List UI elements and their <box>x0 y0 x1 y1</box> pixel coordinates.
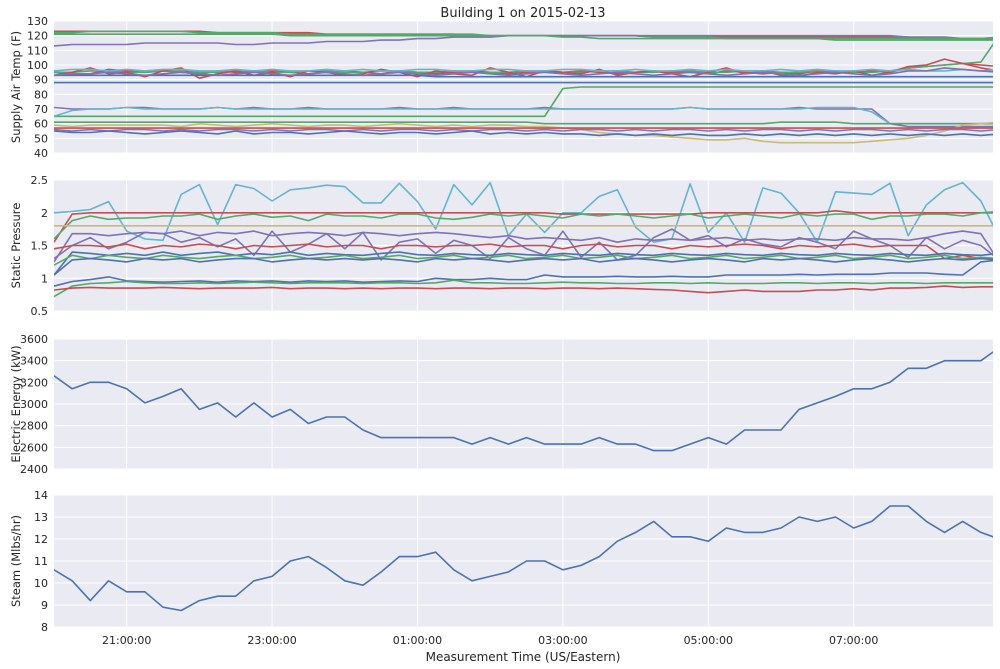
y-tick-label: 90 <box>34 74 48 87</box>
y-tick-label: 110 <box>27 44 48 57</box>
series-line-16 <box>54 121 993 144</box>
y-tick-label: 0.5 <box>31 305 49 318</box>
x-tick-label: 21:00:00 <box>102 634 151 647</box>
series-line-8 <box>54 251 993 276</box>
series-line-10 <box>54 67 993 77</box>
y-tick-label: 60 <box>34 118 48 131</box>
y-tick-label: 2800 <box>20 420 48 433</box>
y-tick-label: 12 <box>34 533 48 546</box>
x-tick-label: 01:00:00 <box>393 634 442 647</box>
y-tick-label: 40 <box>34 147 48 160</box>
y-tick-label: 11 <box>34 555 48 568</box>
y-tick-label: 3400 <box>20 355 48 368</box>
y-tick-label: 1.5 <box>31 240 49 253</box>
y-tick-label: 2600 <box>20 441 48 454</box>
figure-title: Building 1 on 2015-02-13 <box>440 6 605 21</box>
series-line-4 <box>54 33 993 40</box>
series-line-18 <box>54 128 993 132</box>
x-tick-label: 07:00:00 <box>829 634 878 647</box>
series-line-2 <box>54 210 993 243</box>
y-tick-label: 50 <box>34 132 48 145</box>
series-group <box>54 30 993 144</box>
y-axis-label: Electric Energy (kW) <box>9 345 23 462</box>
series-line-1 <box>54 505 993 612</box>
series-group <box>54 181 993 298</box>
series-line-1 <box>54 351 993 452</box>
series-line-12 <box>54 279 993 298</box>
x-tick-label: 03:00:00 <box>538 634 587 647</box>
series-group <box>54 351 993 452</box>
y-tick-label: 9 <box>41 599 48 612</box>
series-line-7 <box>54 243 993 260</box>
x-tick-label: 05:00:00 <box>684 634 733 647</box>
y-tick-label: 2400 <box>20 463 48 476</box>
y-tick-label: 1 <box>41 272 48 285</box>
x-tick-label: 23:00:00 <box>247 634 296 647</box>
x-axis-label: Measurement Time (US/Eastern) <box>426 650 621 664</box>
y-tick-label: 3000 <box>20 398 48 411</box>
series-line-9 <box>54 254 993 266</box>
y-tick-label: 8 <box>41 621 48 634</box>
series-line-13 <box>54 285 993 294</box>
y-axis-label: Steam (Mlbs/hr) <box>9 515 23 607</box>
panel-2: 0.5 1 1.5 2 2.5 Static Pressure <box>9 174 993 318</box>
y-tick-label: 2.5 <box>31 174 49 187</box>
y-tick-label: 100 <box>27 59 48 72</box>
series-line-6 <box>54 228 993 261</box>
series-line-11 <box>54 259 993 287</box>
series-line-5 <box>54 230 993 263</box>
series-line-10 <box>54 257 993 276</box>
y-tick-label: 70 <box>34 103 48 116</box>
y-tick-label: 14 <box>34 489 48 502</box>
series-line-14 <box>54 106 993 125</box>
y-tick-label: 130 <box>27 15 48 28</box>
y-tick-label: 80 <box>34 88 48 101</box>
series-line-3 <box>54 211 993 240</box>
y-axis-label: Supply Air Temp (F) <box>9 31 23 143</box>
y-tick-label: 3600 <box>20 333 48 346</box>
y-tick-label: 120 <box>27 30 48 43</box>
series-line-15 <box>54 121 993 125</box>
series-line-19 <box>54 130 993 137</box>
panel-4: 8 9 10 11 12 13 14 Steam (Mlbs/hr) <box>9 489 993 634</box>
y-tick-label: 13 <box>34 511 48 524</box>
y-axis-label: Static Pressure <box>9 203 23 289</box>
y-tick-label: 10 <box>34 577 48 590</box>
series-line-9 <box>54 68 993 72</box>
series-group <box>54 505 993 612</box>
series-line-11 <box>54 86 993 118</box>
y-tick-label: 3200 <box>20 376 48 389</box>
y-tick-label: 2 <box>41 207 48 220</box>
